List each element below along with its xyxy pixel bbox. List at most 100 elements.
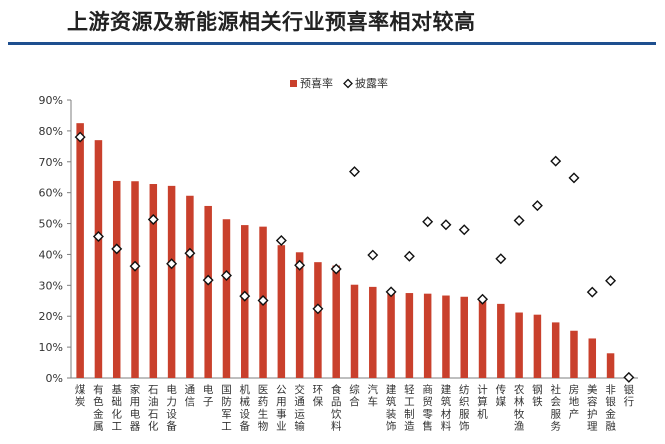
y-tick-label: 20%: [39, 310, 63, 323]
marker-point: [422, 216, 434, 228]
x-tick-label: 食品饮料: [331, 383, 342, 433]
svg-text:电力设备: 电力设备: [166, 383, 177, 433]
marker-point: [239, 290, 251, 302]
bar: [460, 296, 468, 378]
marker-point: [129, 260, 141, 272]
legend-bar-swatch: [290, 80, 297, 87]
bar: [204, 205, 212, 378]
y-tick-label: 40%: [39, 248, 63, 261]
svg-text:商贸零售: 商贸零售: [422, 383, 433, 433]
marker-point: [92, 231, 104, 243]
y-tick-label: 60%: [39, 187, 63, 200]
page-title: 上游资源及新能源相关行业预喜率相对较高: [67, 10, 476, 34]
x-tick-label: 国防军工: [221, 384, 232, 433]
x-tick-label: 电力设备: [166, 383, 177, 433]
svg-text:医药生物: 医药生物: [258, 384, 269, 433]
markers: [74, 131, 635, 383]
bar: [497, 303, 505, 378]
legend-marker-swatch: [343, 78, 353, 89]
bar: [94, 140, 103, 378]
x-tick-label: 环保: [313, 384, 324, 408]
x-tick-label: 钢铁: [532, 383, 543, 408]
bar: [131, 181, 139, 378]
x-tick-label: 传媒: [496, 384, 507, 408]
x-tick-label: 煤炭: [75, 383, 86, 408]
x-tick-label: 轻工制造: [404, 383, 415, 433]
y-tick-label: 80%: [39, 125, 63, 138]
bar: [369, 286, 377, 378]
svg-text:食品饮料: 食品饮料: [331, 383, 342, 433]
x-tick-label: 石油石化: [148, 384, 159, 433]
svg-text:有色金属: 有色金属: [93, 383, 104, 433]
x-tick-label: 基础化工: [111, 383, 122, 433]
marker-point: [568, 172, 580, 184]
bar: [112, 180, 121, 378]
x-tick-label: 通信: [185, 384, 196, 408]
marker-point: [513, 214, 525, 226]
svg-text:农林牧渔: 农林牧渔: [514, 383, 525, 433]
svg-text:煤炭: 煤炭: [75, 383, 86, 408]
legend: 预喜率 披露率: [290, 76, 388, 90]
svg-text:建筑装饰: 建筑装饰: [386, 383, 397, 433]
bar: [222, 219, 231, 378]
marker-point: [349, 166, 360, 178]
bar: [606, 353, 615, 378]
marker-point: [166, 258, 178, 270]
bar: [478, 298, 487, 378]
marker-point: [458, 224, 470, 236]
svg-text:家用电器: 家用电器: [130, 383, 141, 433]
svg-text:钢铁: 钢铁: [532, 383, 543, 408]
marker-point: [294, 259, 306, 271]
marker-point: [74, 131, 86, 143]
bar: [314, 262, 322, 378]
svg-text:机械设备: 机械设备: [240, 383, 251, 433]
y-tick-label: 30%: [39, 279, 63, 292]
marker-point: [605, 275, 617, 287]
marker-point: [403, 250, 415, 262]
svg-text:传媒: 传媒: [496, 384, 507, 408]
x-tick-label: 银行: [624, 383, 635, 408]
x-tick-label: 汽车: [368, 383, 379, 408]
svg-text:通信: 通信: [185, 384, 196, 408]
svg-text:汽车: 汽车: [368, 383, 379, 408]
svg-text:建筑材料: 建筑材料: [441, 383, 452, 433]
svg-text:基础化工: 基础化工: [111, 383, 122, 433]
x-tick-label: 交通运输: [294, 383, 305, 433]
marker-point: [275, 235, 287, 247]
y-tick-label: 50%: [39, 218, 63, 231]
svg-text:社会服务: 社会服务: [550, 383, 561, 433]
y-tick-label: 70%: [39, 156, 63, 169]
bar: [442, 295, 450, 378]
marker-point: [220, 269, 232, 281]
svg-text:环保: 环保: [313, 384, 324, 408]
marker-point: [184, 247, 196, 259]
x-tick-label: 电子: [203, 383, 214, 408]
x-tick-label: 商贸零售: [422, 383, 433, 433]
x-tick-label: 房地产: [569, 383, 580, 420]
marker-point: [586, 286, 598, 298]
bars: [76, 123, 615, 379]
bar: [387, 290, 395, 378]
bar: [149, 184, 158, 378]
x-tick-label: 综合: [349, 383, 360, 408]
bar: [423, 293, 432, 378]
y-tick-label: 10%: [39, 341, 63, 354]
x-tick-label: 医药生物: [258, 384, 269, 433]
svg-text:综合: 综合: [349, 383, 360, 408]
marker-point: [550, 155, 562, 167]
bar: [350, 284, 359, 378]
legend-label-bar: 预喜率: [300, 76, 333, 90]
y-tick-label: 90%: [39, 94, 63, 107]
svg-text:公用事业: 公用事业: [276, 384, 287, 433]
svg-text:计算机: 计算机: [477, 383, 488, 420]
marker-point: [623, 371, 635, 383]
bar: [588, 338, 597, 378]
x-tick-label: 公用事业: [276, 384, 287, 433]
x-tick-label: 农林牧渔: [514, 383, 525, 433]
title-rule: [8, 42, 656, 45]
x-tick-label: 有色金属: [93, 383, 104, 433]
svg-text:非银金融: 非银金融: [605, 384, 616, 433]
svg-text:美容护理: 美容护理: [587, 383, 598, 433]
x-tick-label: 机械设备: [240, 383, 251, 433]
